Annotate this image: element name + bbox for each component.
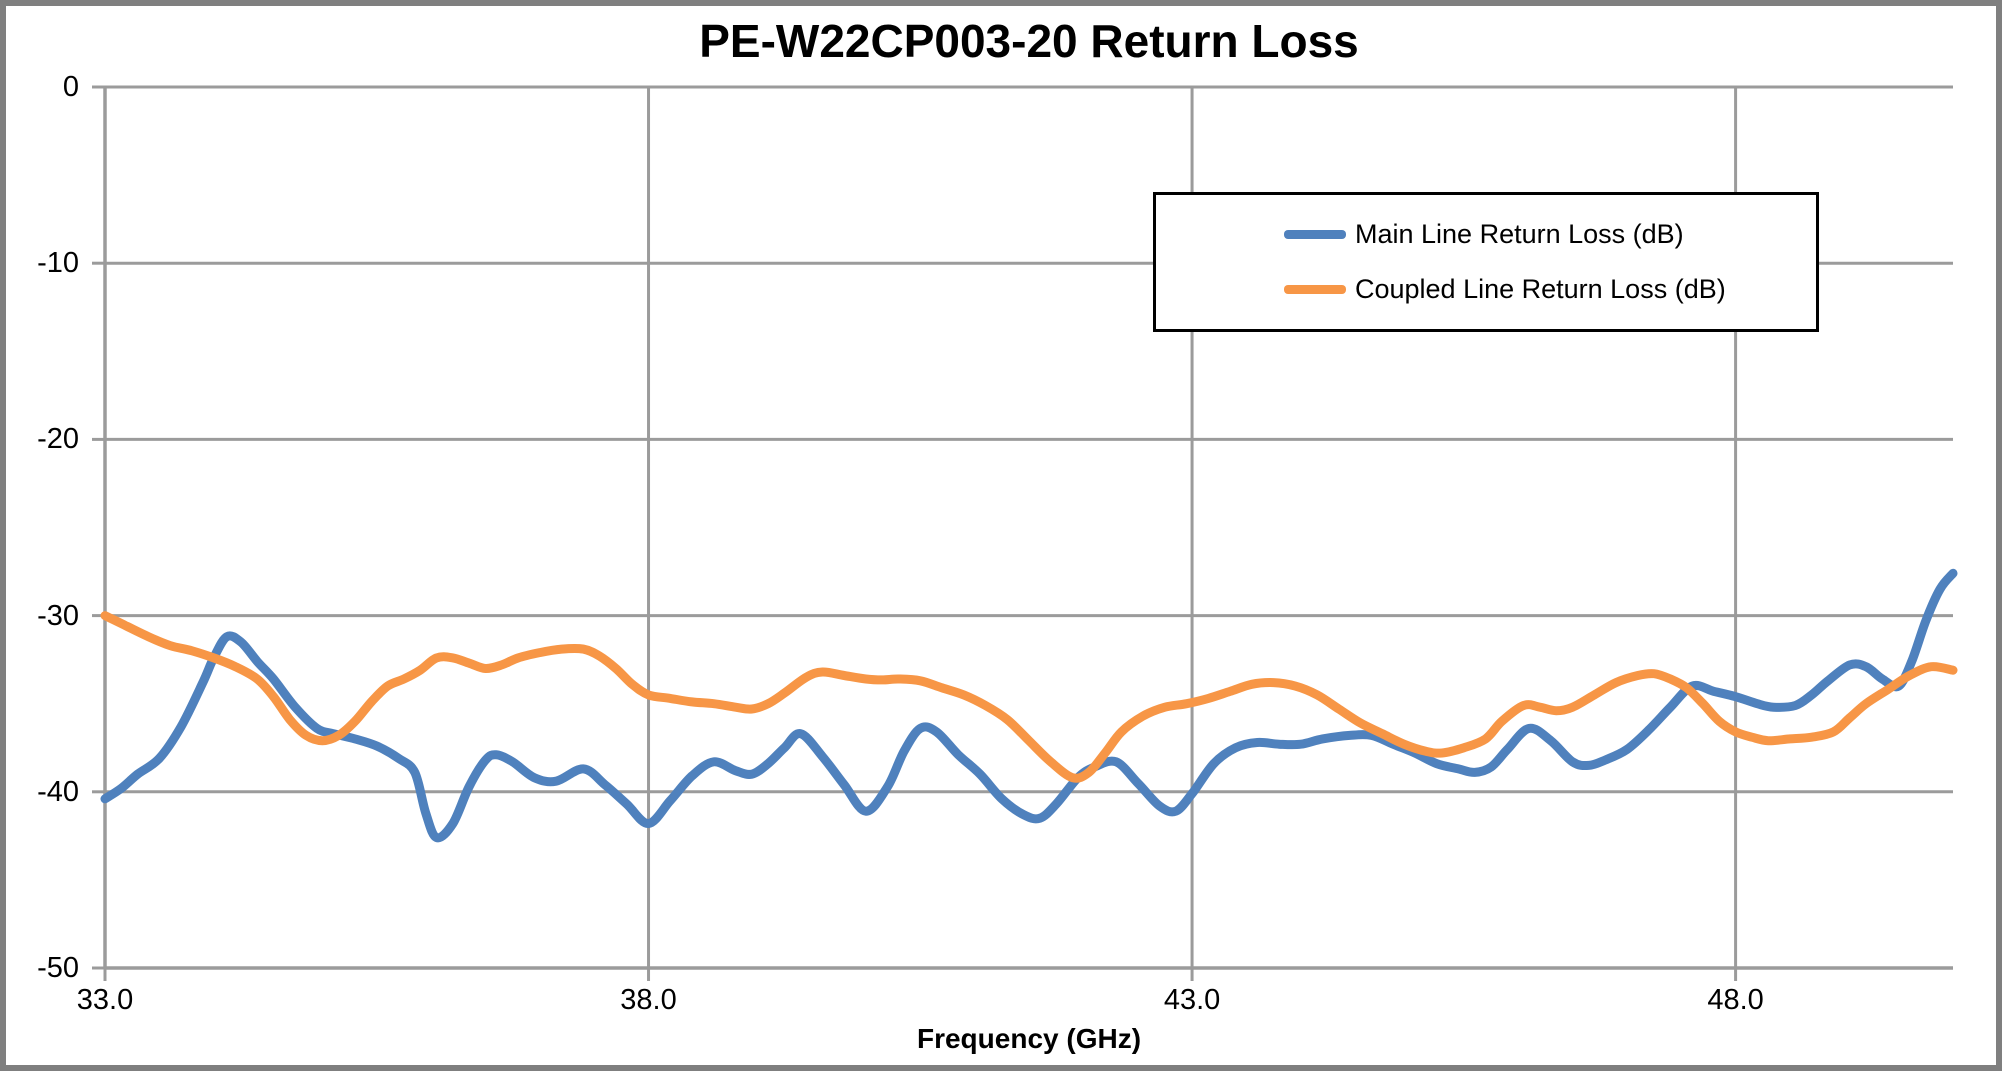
y-tick-label: -40	[37, 775, 79, 808]
legend-item-main: Main Line Return Loss (dB)	[1284, 219, 1816, 250]
y-tick-label: -50	[37, 952, 79, 984]
main-line-swatch	[1284, 230, 1346, 239]
legend-label-coupled: Coupled Line Return Loss (dB)	[1355, 274, 1726, 304]
legend-label-main: Main Line Return Loss (dB)	[1355, 219, 1684, 249]
y-tick-label: -30	[37, 599, 79, 632]
chart-title: PE-W22CP003-20 Return Loss	[699, 15, 1359, 67]
legend-box: Main Line Return Loss (dB) Coupled Line …	[1153, 192, 1819, 332]
legend-item-coupled: Coupled Line Return Loss (dB)	[1284, 274, 1816, 305]
main-line-series	[100, 568, 1958, 843]
y-tick-label: -20	[37, 423, 79, 456]
x-tick-label: 38.0	[620, 984, 677, 1016]
coupled-line-swatch	[1284, 285, 1346, 294]
x-tick-label: 43.0	[1163, 984, 1221, 1016]
y-tick-label: -10	[37, 247, 79, 280]
x-tick-label: 48.0	[1707, 984, 1764, 1016]
x-tick-label: 33.0	[76, 984, 134, 1016]
coupled-line-series	[100, 611, 1958, 783]
x-axis-title: Frequency (GHz)	[916, 1023, 1142, 1054]
y-tick-label: 0	[62, 71, 79, 103]
